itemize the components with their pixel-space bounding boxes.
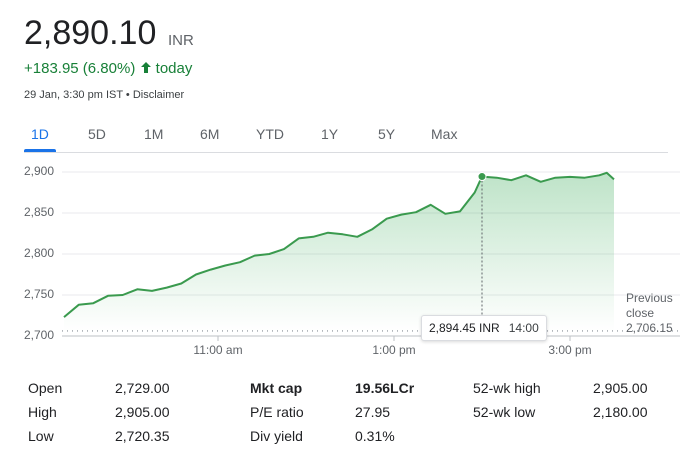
range-tab[interactable]: YTD <box>256 126 284 142</box>
stat-label: Div yield <box>250 428 303 444</box>
price-line <box>63 171 615 318</box>
stat-label: Low <box>28 428 54 444</box>
selected-tab-indicator <box>24 149 56 152</box>
hover-point <box>477 172 487 182</box>
price: 2,890.10 <box>24 14 157 52</box>
stat-value: 19.56LCr <box>355 380 415 396</box>
chart: 2,700 2,750 2,800 2,850 2,900 11:00 am 1:00 pm… <box>24 164 680 357</box>
range-tab[interactable]: 6M <box>200 126 220 142</box>
stat-value: 0.31% <box>355 428 395 444</box>
separator: • <box>125 89 130 101</box>
timestamp-line: 29 Jan, 3:30 pm IST • Disclaimer <box>24 89 184 101</box>
range-tab[interactable]: 1M <box>144 126 164 142</box>
stat-label: High <box>28 404 57 420</box>
price-area <box>64 172 614 331</box>
x-tick-label: 1:00 pm <box>372 343 415 357</box>
previous-close-text: Previous close <box>626 291 673 320</box>
stat-value: 2,180.00 <box>593 404 648 420</box>
timestamp: 29 Jan, 3:30 pm IST <box>24 89 123 101</box>
range-tab[interactable]: 5D <box>88 126 106 142</box>
stat-value: 27.95 <box>355 404 391 420</box>
tooltip-value: 2,894.45 INR <box>429 321 500 335</box>
stat-value: 2,720.35 <box>115 428 170 444</box>
currency: INR <box>168 32 194 49</box>
y-tick-label: 2,750 <box>24 287 54 301</box>
change: +183.95 (6.80%) today <box>24 60 192 77</box>
stat-value: 2,905.00 <box>115 404 170 420</box>
y-tick-label: 2,800 <box>24 246 54 260</box>
range-tab[interactable]: 5Y <box>378 126 396 142</box>
stat-label: Mkt cap <box>250 380 303 396</box>
range-tab[interactable]: 1Y <box>321 126 339 142</box>
range-tab[interactable]: Max <box>431 126 458 142</box>
range-tab[interactable]: 1D <box>31 126 49 142</box>
x-tick-label: 3:00 pm <box>548 343 591 357</box>
stat-label: P/E ratio <box>250 404 304 420</box>
tooltip-time: 14:00 <box>508 321 539 335</box>
stat-label: 52-wk high <box>473 380 541 396</box>
stat-value: 2,729.00 <box>115 380 170 396</box>
y-tick-label: 2,900 <box>24 164 54 178</box>
y-tick-label: 2,850 <box>24 205 54 219</box>
previous-close-value: 2,706.15 <box>626 321 673 335</box>
change-period: today <box>155 60 193 77</box>
divider <box>24 152 668 153</box>
change-value: +183.95 (6.80%) <box>24 60 136 77</box>
x-tick-label: 11:00 am <box>193 343 242 357</box>
stat-label: Open <box>28 380 63 396</box>
stat-label: 52-wk low <box>473 404 536 420</box>
y-tick-label: 2,700 <box>24 328 54 342</box>
previous-close-label: Previous close 2,706.15 <box>626 291 682 336</box>
stat-value: 2,905.00 <box>593 380 648 396</box>
disclaimer-link[interactable]: Disclaimer <box>132 89 185 101</box>
tooltip: 2,894.45 INR 14:00 <box>421 315 547 341</box>
up-arrow <box>140 62 151 73</box>
